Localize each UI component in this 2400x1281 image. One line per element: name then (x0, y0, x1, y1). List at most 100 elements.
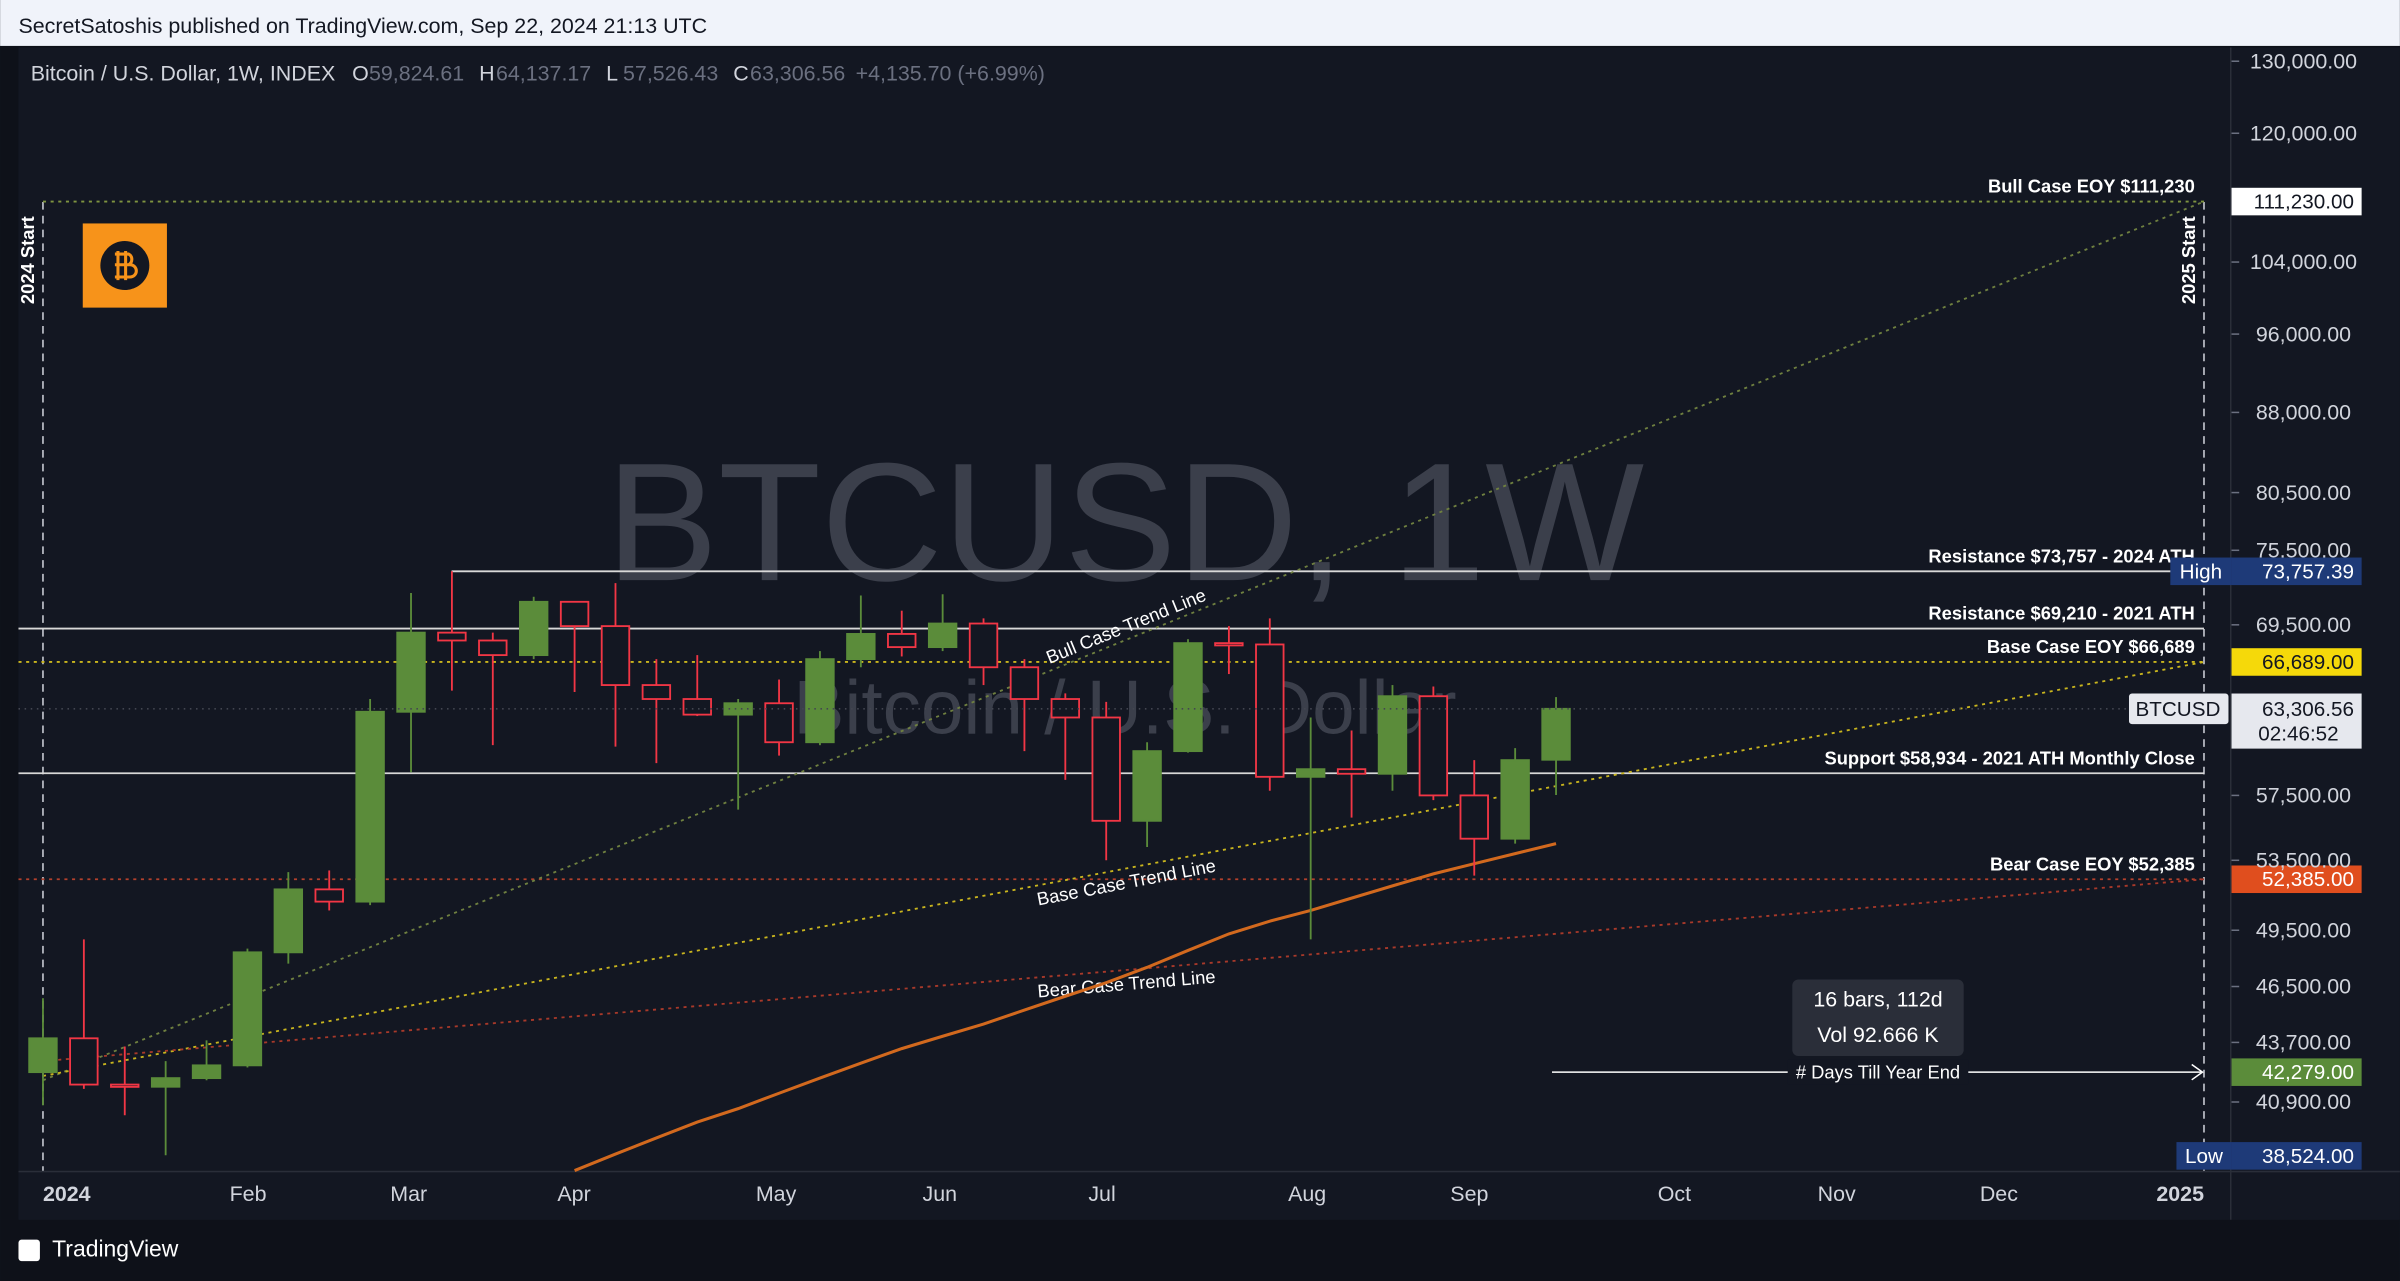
low-badge-label: 38,524.00 (2262, 1145, 2354, 1168)
chart-title: Bitcoin / U.S. Dollar, 1W, INDEX (31, 62, 336, 86)
candle-body (478, 639, 508, 657)
price-level-label: Support $58,934 - 2021 ATH Monthly Close (1824, 747, 2194, 768)
candle-body (355, 710, 385, 903)
candle-body (396, 631, 426, 713)
candle-body (69, 1037, 99, 1086)
legend-key: L (606, 62, 618, 86)
symbol-tag (2128, 693, 2229, 725)
measure-volume: Vol 92.666 K (1817, 1023, 1939, 1047)
candle-body (1132, 750, 1162, 822)
measure-label: # Days Till Year End (1796, 1062, 1960, 1083)
measure-arrowhead (2191, 1063, 2204, 1081)
x-tick-label: 2025 (2156, 1182, 2204, 1206)
y-tick-label: 80,500.00 (2256, 481, 2351, 505)
x-tick-label: Jun (923, 1182, 958, 1206)
logo (82, 223, 167, 308)
candle-body (1214, 642, 1244, 647)
legend-value: 64,137.17 (496, 62, 591, 86)
symbol-tag-label: BTCUSD (2135, 698, 2220, 721)
candle-body (682, 698, 712, 716)
candle-body (110, 1083, 140, 1088)
candle-body (764, 702, 794, 744)
x-tick-label: Dec (1980, 1182, 2018, 1206)
published: SecretSatoshis published on TradingView.… (18, 14, 707, 38)
last-price-badge (2231, 693, 2362, 749)
y-tick-label: 130,000.00 (2250, 49, 2357, 73)
candle-body (437, 631, 467, 642)
x-tick-label: Nov (1818, 1182, 1856, 1206)
candle-body (968, 622, 999, 669)
legend-value: 59,824.61 (369, 62, 464, 86)
candle-body (1418, 695, 1449, 797)
candle-body (191, 1064, 222, 1080)
candle-body (1459, 794, 1489, 840)
price-badge-label: 111,230.00 (2254, 191, 2354, 214)
candle-body (28, 1037, 58, 1074)
x-tick-label: Jul (1088, 1182, 1115, 1206)
footer-logo (18, 1239, 40, 1262)
measure-label-bg (1787, 1059, 1969, 1085)
y-tick-label: 69,500.00 (2256, 613, 2351, 637)
x-tick-label: Apr (557, 1182, 590, 1206)
x-tick-label: Sep (1450, 1182, 1488, 1206)
watermark: BTCUSD, 1W (606, 428, 1644, 616)
y-tick-label: 53,500.00 (2256, 848, 2351, 872)
y-tick-label: 57,500.00 (2256, 784, 2351, 808)
x-tick-label: May (756, 1182, 797, 1206)
candle-body (273, 888, 304, 954)
candle-body (1255, 643, 1285, 778)
price-level-label: Resistance $69,210 - 2021 ATH (1928, 603, 2194, 624)
y-tick-label: 104,000.00 (2250, 250, 2357, 274)
y-tick-label: 49,500.00 (2256, 918, 2351, 942)
trend-line (42, 200, 2205, 1082)
price-badge (2231, 865, 2362, 894)
price-level-label: Resistance $73,757 - 2024 ATH (1928, 545, 2194, 566)
y-tick-label: 40,900.00 (2256, 1090, 2351, 1114)
legend-key: C (733, 62, 748, 86)
legend-value: 63,306.56 (750, 62, 845, 86)
time-axis (18, 1172, 2231, 1220)
candle-body (559, 600, 590, 628)
y-tick-label: 96,000.00 (2256, 322, 2351, 346)
candle-body (519, 600, 549, 657)
watermark: Bitcoin / U.S. Dollar (793, 665, 1456, 750)
candle-body (1091, 716, 1121, 822)
footer-brand: TradingView (52, 1235, 179, 1261)
price-level-label: Base Case EOY $66,689 (1987, 636, 2195, 657)
y-tick-label: 88,000.00 (2256, 401, 2351, 425)
high-badge-label: 73,757.39 (2262, 560, 2354, 583)
x-tick-label: Feb (230, 1182, 267, 1206)
candle-body (1377, 695, 1408, 775)
period-marker-label: 2025 Start (2178, 216, 2199, 304)
price-level-label: Bull Case EOY $111,230 (1988, 176, 2195, 197)
price-badge-label: 52,385.00 (2262, 868, 2354, 891)
price-badge (2231, 648, 2362, 676)
candle-body (314, 888, 344, 903)
candle-body (232, 951, 263, 1067)
candle-body (846, 633, 876, 661)
price-badge (2231, 187, 2362, 216)
legend-change: +4,135.70 (+6.99%) (856, 62, 1045, 86)
legend-value: 57,526.43 (623, 62, 718, 86)
price-level-label: Bear Case EOY $52,385 (1990, 853, 2195, 874)
last-price-label: 63,306.56 (2262, 698, 2354, 721)
high-tag-label: High (2180, 560, 2222, 583)
candle-body (927, 622, 958, 649)
logo-mark (114, 250, 138, 281)
period-marker-label: 2024 Start (17, 216, 38, 304)
low-tag (2176, 1142, 2232, 1170)
countdown: 02:46:52 (2258, 722, 2338, 745)
y-tick-label: 43,700.00 (2256, 1031, 2351, 1055)
high-badge (2231, 557, 2362, 586)
footer: TradingView (18, 1235, 179, 1262)
candle-body (1500, 759, 1530, 840)
candle-body (641, 684, 672, 700)
high-tag (2170, 557, 2232, 586)
candle-body (887, 633, 917, 649)
y-tick-label: 46,500.00 (2256, 975, 2351, 999)
low-badge (2231, 1142, 2362, 1170)
low-tag-label: Low (2185, 1145, 2223, 1168)
candle-body (723, 702, 753, 716)
